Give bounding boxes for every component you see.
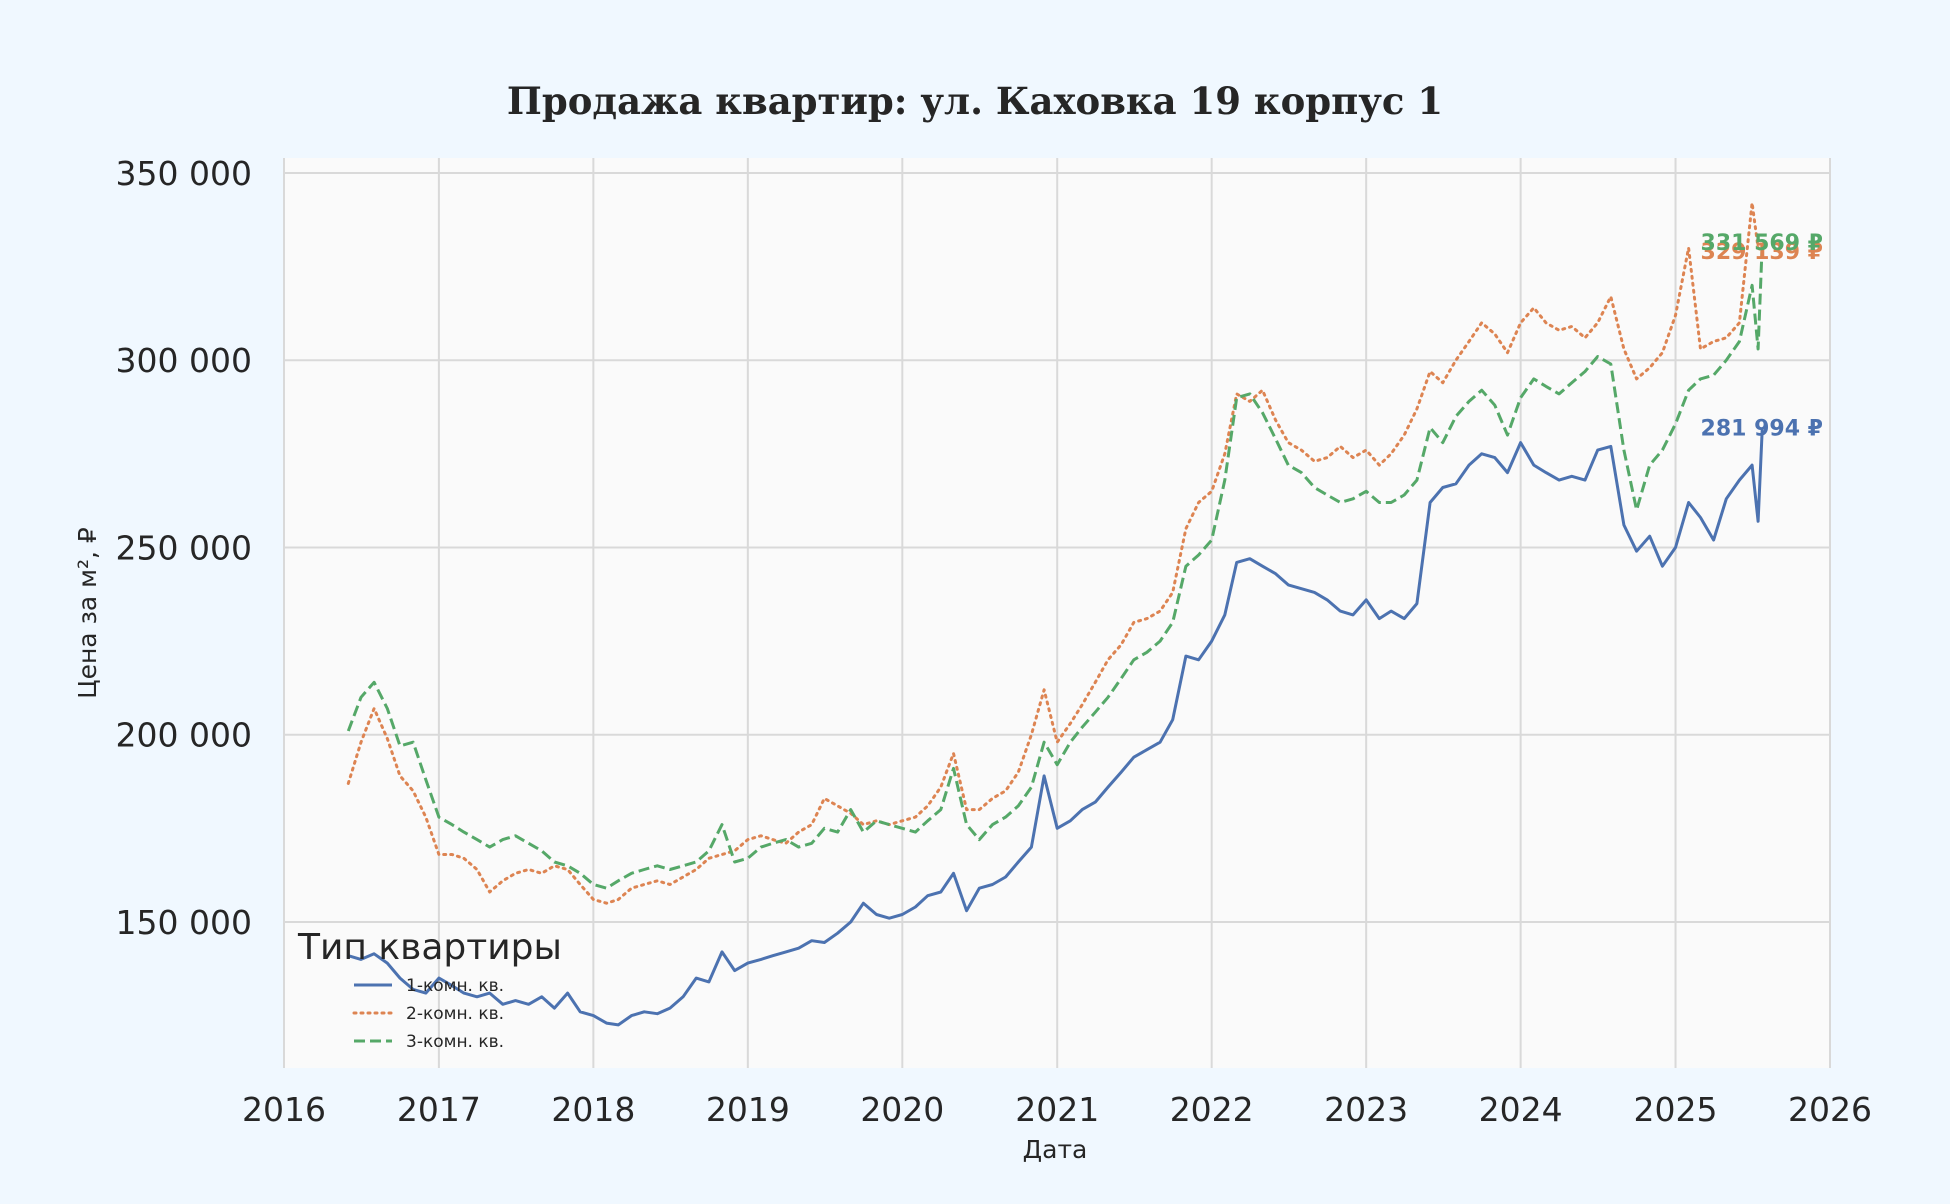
y-tick-label: 300 000 [116,341,252,380]
end-value-label-2: 329 139 ₽ [1701,240,1823,265]
x-tick-label: 2026 [1788,1090,1872,1129]
x-axis-label: Дата [1023,1135,1088,1164]
y-tick-label: 150 000 [116,903,252,942]
end-value-label-1: 281 994 ₽ [1701,417,1823,442]
legend-title: Тип квартиры [297,927,562,968]
x-tick-label: 2025 [1634,1090,1718,1129]
y-tick-label: 350 000 [116,154,252,193]
x-tick-label: 2019 [706,1090,790,1129]
legend-entry-3: 3-комн. кв. [406,1032,504,1052]
legend-entry-1: 1-комн. кв. [406,976,504,996]
x-tick-label: 2021 [1015,1090,1099,1129]
x-tick-label: 2022 [1170,1090,1254,1129]
x-tick-label: 2023 [1324,1090,1408,1129]
series-line-3 [346,241,1764,890]
series-line-2 [346,201,1764,905]
x-tick-label: 2017 [397,1090,481,1129]
x-tick-label: 2016 [242,1090,326,1129]
series-line-1 [347,427,1764,1027]
y-axis-label: Цена за м², ₽ [73,527,102,699]
grid [283,158,1831,1068]
legend: Тип квартиры 1-комн. кв. 2-комн. кв. 3-к… [297,927,562,1052]
x-tick-label: 2020 [860,1090,944,1129]
y-tick-label: 250 000 [116,528,252,567]
x-tick-label: 2018 [551,1090,635,1129]
series-lines [346,201,1764,1027]
legend-entry-2: 2-комн. кв. [406,1004,504,1024]
end-labels: 281 994 ₽ 329 139 ₽331 569 ₽ [1701,231,1823,442]
end-value-label-3: 331 569 ₽ [1701,231,1823,256]
tick-labels: 2016 2017 2018 2019 2020 2021 2022 2023 2024 2025… [116,154,1872,1129]
chart-title: Продажа квартир: ул. Каховка 19 корпус 1 [507,79,1443,123]
x-tick-label: 2024 [1479,1090,1563,1129]
y-tick-label: 200 000 [116,716,252,755]
